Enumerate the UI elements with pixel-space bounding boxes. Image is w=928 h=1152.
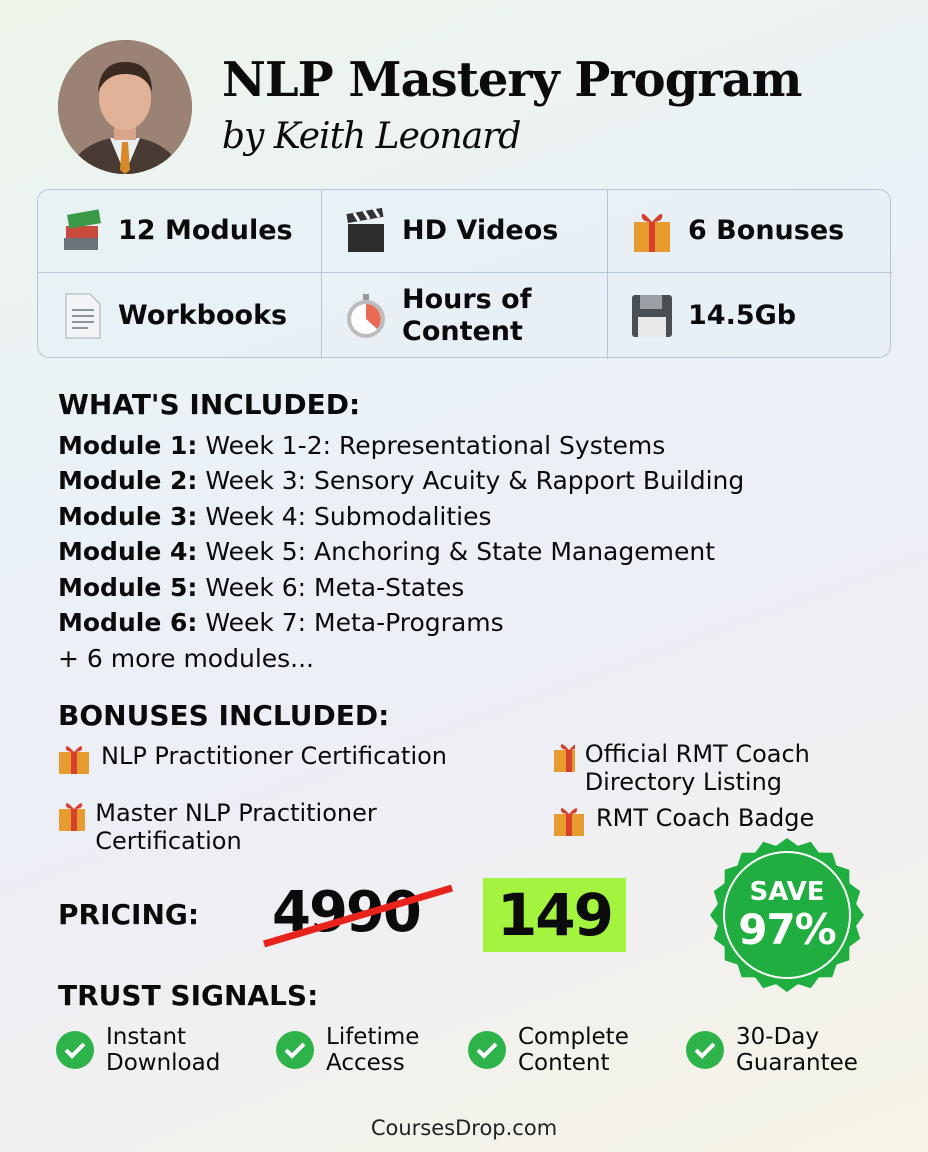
document-icon <box>65 293 101 339</box>
feature-label: 6 Bonuses <box>688 215 845 246</box>
module-item: Module 6: Week 7: Meta-Programs <box>58 608 504 637</box>
module-number: Module 6: <box>58 608 198 637</box>
bonus-item: Master NLP Practitioner Certification <box>57 799 457 855</box>
trust-item: Complete Content <box>468 1024 629 1076</box>
check-icon <box>686 1031 724 1069</box>
feature-hours: Hours of Content <box>322 273 608 359</box>
module-number: Module 4: <box>58 537 198 566</box>
module-title: Week 4: Submodalities <box>197 502 492 531</box>
trust-item: Lifetime Access <box>276 1024 419 1076</box>
module-number: Module 2: <box>58 466 198 495</box>
trust-text: 30-Day <box>736 1024 819 1050</box>
badge-save-text: SAVE <box>749 877 825 907</box>
bonus-item: NLP Practitioner Certification <box>57 742 497 774</box>
feature-bonuses: 6 Bonuses <box>608 190 892 273</box>
feature-label: 12 Modules <box>118 215 293 246</box>
check-icon <box>468 1031 506 1069</box>
trust-item: 30-Day Guarantee <box>686 1024 858 1076</box>
module-title: Week 5: Anchoring & State Management <box>197 537 716 566</box>
author-avatar <box>58 40 192 174</box>
clapper-board-icon <box>346 208 384 252</box>
gift-icon <box>634 213 670 252</box>
footer-site: CoursesDrop.com <box>370 1116 558 1140</box>
trust-item: Instant Download <box>56 1024 220 1076</box>
gift-icon <box>59 803 86 831</box>
feature-videos: HD Videos <box>322 190 608 273</box>
stopwatch-icon <box>347 294 385 338</box>
module-title: Week 3: Sensory Acuity & Rapport Buildin… <box>197 466 745 495</box>
trust-text: Lifetime <box>326 1024 420 1050</box>
trust-text: Download <box>106 1050 221 1076</box>
module-number: Module 3: <box>58 502 198 531</box>
bonuses-heading: BONUSES INCLUDED: <box>58 699 390 732</box>
badge-percent: 97% <box>738 905 837 954</box>
module-item: Module 5: Week 6: Meta-States <box>58 573 464 602</box>
gift-icon <box>554 744 575 772</box>
floppy-disk-icon <box>632 295 672 337</box>
module-item: Module 3: Week 4: Submodalities <box>58 502 492 531</box>
trust-text: Access <box>326 1050 405 1076</box>
badge-seal <box>710 838 864 992</box>
trust-text: Content <box>518 1050 610 1076</box>
check-icon <box>56 1031 94 1069</box>
feature-label: 14.5Gb <box>688 300 797 331</box>
trust-text: Guarantee <box>736 1050 858 1076</box>
feature-label: Workbooks <box>118 300 288 331</box>
bonus-text: NLP Practitioner Certification <box>101 742 448 770</box>
module-item: Module 1: Week 1-2: Representational Sys… <box>58 431 665 460</box>
save-badge: SAVE 97% <box>709 837 865 993</box>
feature-modules: 12 Modules <box>38 190 322 273</box>
bonus-item: RMT Coach Badge <box>552 804 872 836</box>
module-title: Week 6: Meta-States <box>197 573 465 602</box>
whats-included-heading: WHAT'S INCLUDED: <box>58 388 361 421</box>
module-item: Module 4: Week 5: Anchoring & State Mana… <box>58 537 715 566</box>
feature-label: HD Videos <box>402 215 559 246</box>
feature-workbooks: Workbooks <box>38 273 322 359</box>
bonus-text: RMT Coach Badge <box>596 804 815 832</box>
module-number: Module 5: <box>58 573 198 602</box>
module-number: Module 1: <box>58 431 198 460</box>
books-icon <box>64 209 101 250</box>
gift-icon <box>59 746 89 774</box>
more-modules: + 6 more modules... <box>58 644 315 673</box>
gift-icon <box>554 808 584 836</box>
features-grid: 12 Modules HD Videos 6 Bonuses Workbooks… <box>37 189 892 359</box>
bonus-item: Official RMT Coach Directory Listing <box>552 740 872 796</box>
check-icon <box>276 1031 314 1069</box>
module-title: Week 7: Meta-Programs <box>197 608 504 637</box>
pricing-label: PRICING: <box>58 898 200 931</box>
trust-text: Complete <box>518 1024 629 1050</box>
feature-label: Hours of Content <box>402 284 532 347</box>
module-title: Week 1-2: Representational Systems <box>197 431 666 460</box>
bonus-text: Official RMT Coach Directory Listing <box>584 740 810 796</box>
module-item: Module 2: Week 3: Sensory Acuity & Rappo… <box>58 466 744 495</box>
trust-heading: TRUST SIGNALS: <box>58 979 319 1012</box>
strike-line <box>263 884 453 948</box>
bonus-text: Master NLP Practitioner Certification <box>95 799 377 855</box>
feature-size: 14.5Gb <box>608 273 892 359</box>
page-title: NLP Mastery Program <box>222 52 802 108</box>
trust-text: Instant <box>106 1024 187 1050</box>
new-price: 149 <box>483 878 626 952</box>
author-subtitle: by Keith Leonard <box>222 116 521 157</box>
